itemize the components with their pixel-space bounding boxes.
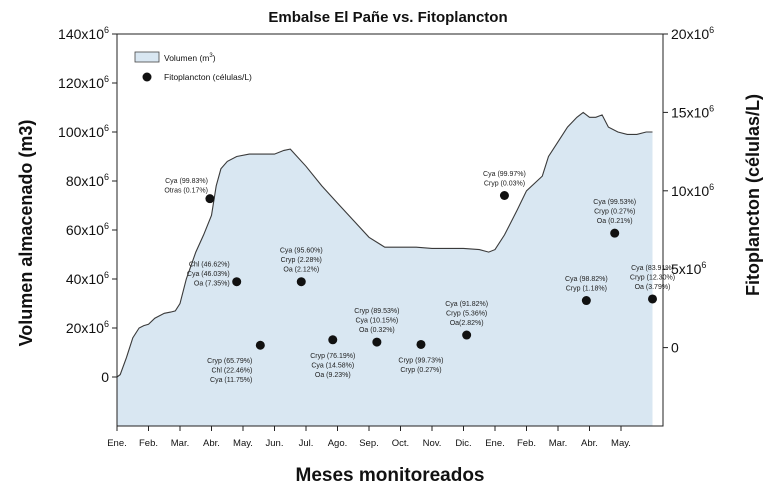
phytoplankton-annotation: Oa(2.82%)	[450, 320, 484, 327]
phytoplankton-annotation: Chl (22.46%)	[211, 368, 252, 375]
phytoplankton-annotation: Oa (2.12%)	[283, 267, 319, 274]
x-axis-tick-label: Feb.	[139, 438, 158, 449]
phytoplankton-annotation: Cya (46.03%)	[187, 271, 230, 278]
phytoplankton-annotation: Cya (83.91%)	[631, 265, 674, 272]
x-axis-title: Meses monitoreados	[296, 465, 485, 486]
phytoplankton-point	[205, 194, 215, 204]
phytoplankton-point	[499, 191, 509, 201]
left-axis-tick-label: 40x106	[66, 270, 109, 287]
right-axis-tick-label: 20x106	[671, 25, 714, 42]
phytoplankton-annotation: Chl (46.62%)	[189, 262, 230, 269]
legend-phyto-label: Fitoplancton (células/L)	[164, 72, 252, 82]
x-axis-tick-label: Abr.	[203, 438, 220, 449]
phytoplankton-point	[416, 339, 426, 349]
phytoplankton-annotation: Otras (0.17%)	[164, 188, 208, 195]
phytoplankton-annotation: Cya (14.58%)	[311, 362, 354, 369]
left-axis-tick-label: 60x106	[66, 221, 109, 238]
x-axis-tick-label: Abr.	[581, 438, 598, 449]
x-axis-tick-label: Dic.	[455, 438, 471, 449]
phytoplankton-annotation: Cryp (2.28%)	[281, 257, 322, 264]
x-axis-tick-label: Mar.	[549, 438, 567, 449]
right-axis: 0 5x106 10x106 15x106 20x106	[663, 25, 714, 356]
left-axis-tick-label: 80x106	[66, 172, 109, 189]
phytoplankton-point	[462, 330, 472, 340]
phytoplankton-annotation: Cryp (0.27%)	[594, 209, 635, 216]
phytoplankton-annotation: Cya (10.15%)	[355, 318, 398, 325]
volume-area	[117, 112, 653, 427]
phytoplankton-annotation: Oa (7.35%)	[194, 281, 230, 288]
right-axis-tick-label: 15x106	[671, 103, 714, 120]
y-axis-right-title: Fitoplancton (células/L)	[743, 94, 763, 296]
left-axis-tick-label: 140x106	[58, 25, 109, 42]
left-axis: 0 20x106 40x106 60x106 80x106 100x106 120x106 1…	[58, 25, 117, 385]
phytoplankton-annotation: Cryp (65.79%)	[207, 358, 252, 365]
x-axis-tick-label: Ago.	[328, 438, 348, 449]
y-axis-left-title: Volumen almacenado (m3)	[16, 120, 36, 347]
phytoplankton-point	[610, 228, 620, 238]
x-axis-tick-label: Sep.	[359, 438, 379, 449]
right-axis-tick-label: 10x106	[671, 182, 714, 199]
phytoplankton-annotation: Oa (3.79%)	[635, 284, 671, 291]
x-axis-tick-label: Nov.	[423, 438, 442, 449]
phytoplankton-annotation: Cryp (0.27%)	[400, 367, 441, 374]
phytoplankton-annotation: Cya (95.60%)	[280, 248, 323, 255]
chart-title: Embalse El Pañe vs. Fitoplancton	[268, 9, 507, 26]
phytoplankton-annotation: Cryp (5.36%)	[446, 311, 487, 318]
left-axis-tick-label: 0	[101, 369, 109, 385]
phytoplankton-annotation: Cryp (89.53%)	[354, 308, 399, 315]
phytoplankton-annotation: Oa (0.21%)	[597, 218, 633, 225]
left-axis-tick-label: 100x106	[58, 123, 109, 140]
phytoplankton-annotation: Cya (98.82%)	[565, 276, 608, 283]
phytoplankton-annotation: Cryp (0.03%)	[484, 181, 525, 188]
x-axis-tick-label: Ene.	[107, 438, 127, 449]
x-axis-tick-label: Feb.	[517, 438, 536, 449]
phytoplankton-point	[296, 277, 306, 287]
phytoplankton-annotation: Cya (99.83%)	[165, 178, 208, 185]
legend: Volumen (m3) Fitoplancton (células/L)	[134, 51, 252, 82]
phytoplankton-annotation: Cryp (12.30%)	[630, 274, 675, 281]
phytoplankton-points-layer: Cya (99.83%) Otras (0.17%) Chl (46.62%) Cya…	[164, 171, 675, 384]
x-axis-tick-label: Mar.	[171, 438, 189, 449]
x-axis-tick-label: Jun.	[266, 438, 284, 449]
x-axis-tick-label: Ene.	[485, 438, 505, 449]
phytoplankton-annotation: Cryp (76.19%)	[310, 353, 355, 360]
phytoplankton-annotation: Cya (91.82%)	[445, 301, 488, 308]
volume-area-layer	[116, 111, 653, 427]
x-axis-tick-label: Jul.	[299, 438, 314, 449]
phytoplankton-annotation: Cya (99.53%)	[593, 199, 636, 206]
right-axis-tick-label: 0	[671, 340, 679, 356]
phytoplankton-point	[648, 294, 657, 304]
phytoplankton-point	[581, 296, 591, 306]
phytoplankton-annotation: Cya (11.75%)	[210, 377, 252, 384]
phytoplankton-annotation: Oa (9.23%)	[315, 372, 351, 379]
x-axis-tick-label: May.	[611, 438, 631, 449]
phytoplankton-point	[328, 335, 338, 345]
right-axis-tick-label: 5x106	[671, 260, 706, 277]
left-axis-tick-label: 20x106	[66, 319, 109, 336]
phytoplankton-annotation: Oa (0.32%)	[359, 327, 395, 334]
legend-phyto-marker	[142, 72, 152, 82]
legend-volume-label: Volumen (m3)	[164, 53, 216, 63]
phytoplankton-point	[255, 340, 265, 350]
x-axis: Ene. Feb. Mar. Abr. May. Jun. Jul. Ago. Sep. Oct.…	[107, 426, 631, 449]
legend-volume-swatch	[134, 51, 160, 63]
x-axis-tick-label: Oct.	[392, 438, 409, 449]
phytoplankton-point	[232, 277, 242, 287]
left-axis-tick-label: 120x106	[58, 74, 109, 91]
phytoplankton-point	[372, 337, 382, 347]
phytoplankton-annotation: Cryp (1.18%)	[566, 286, 607, 293]
x-axis-tick-label: May.	[233, 438, 253, 449]
volume-line	[116, 111, 653, 378]
phytoplankton-annotation: Cya (99.97%)	[483, 171, 526, 178]
phytoplankton-annotation: Cryp (99.73%)	[398, 357, 443, 364]
